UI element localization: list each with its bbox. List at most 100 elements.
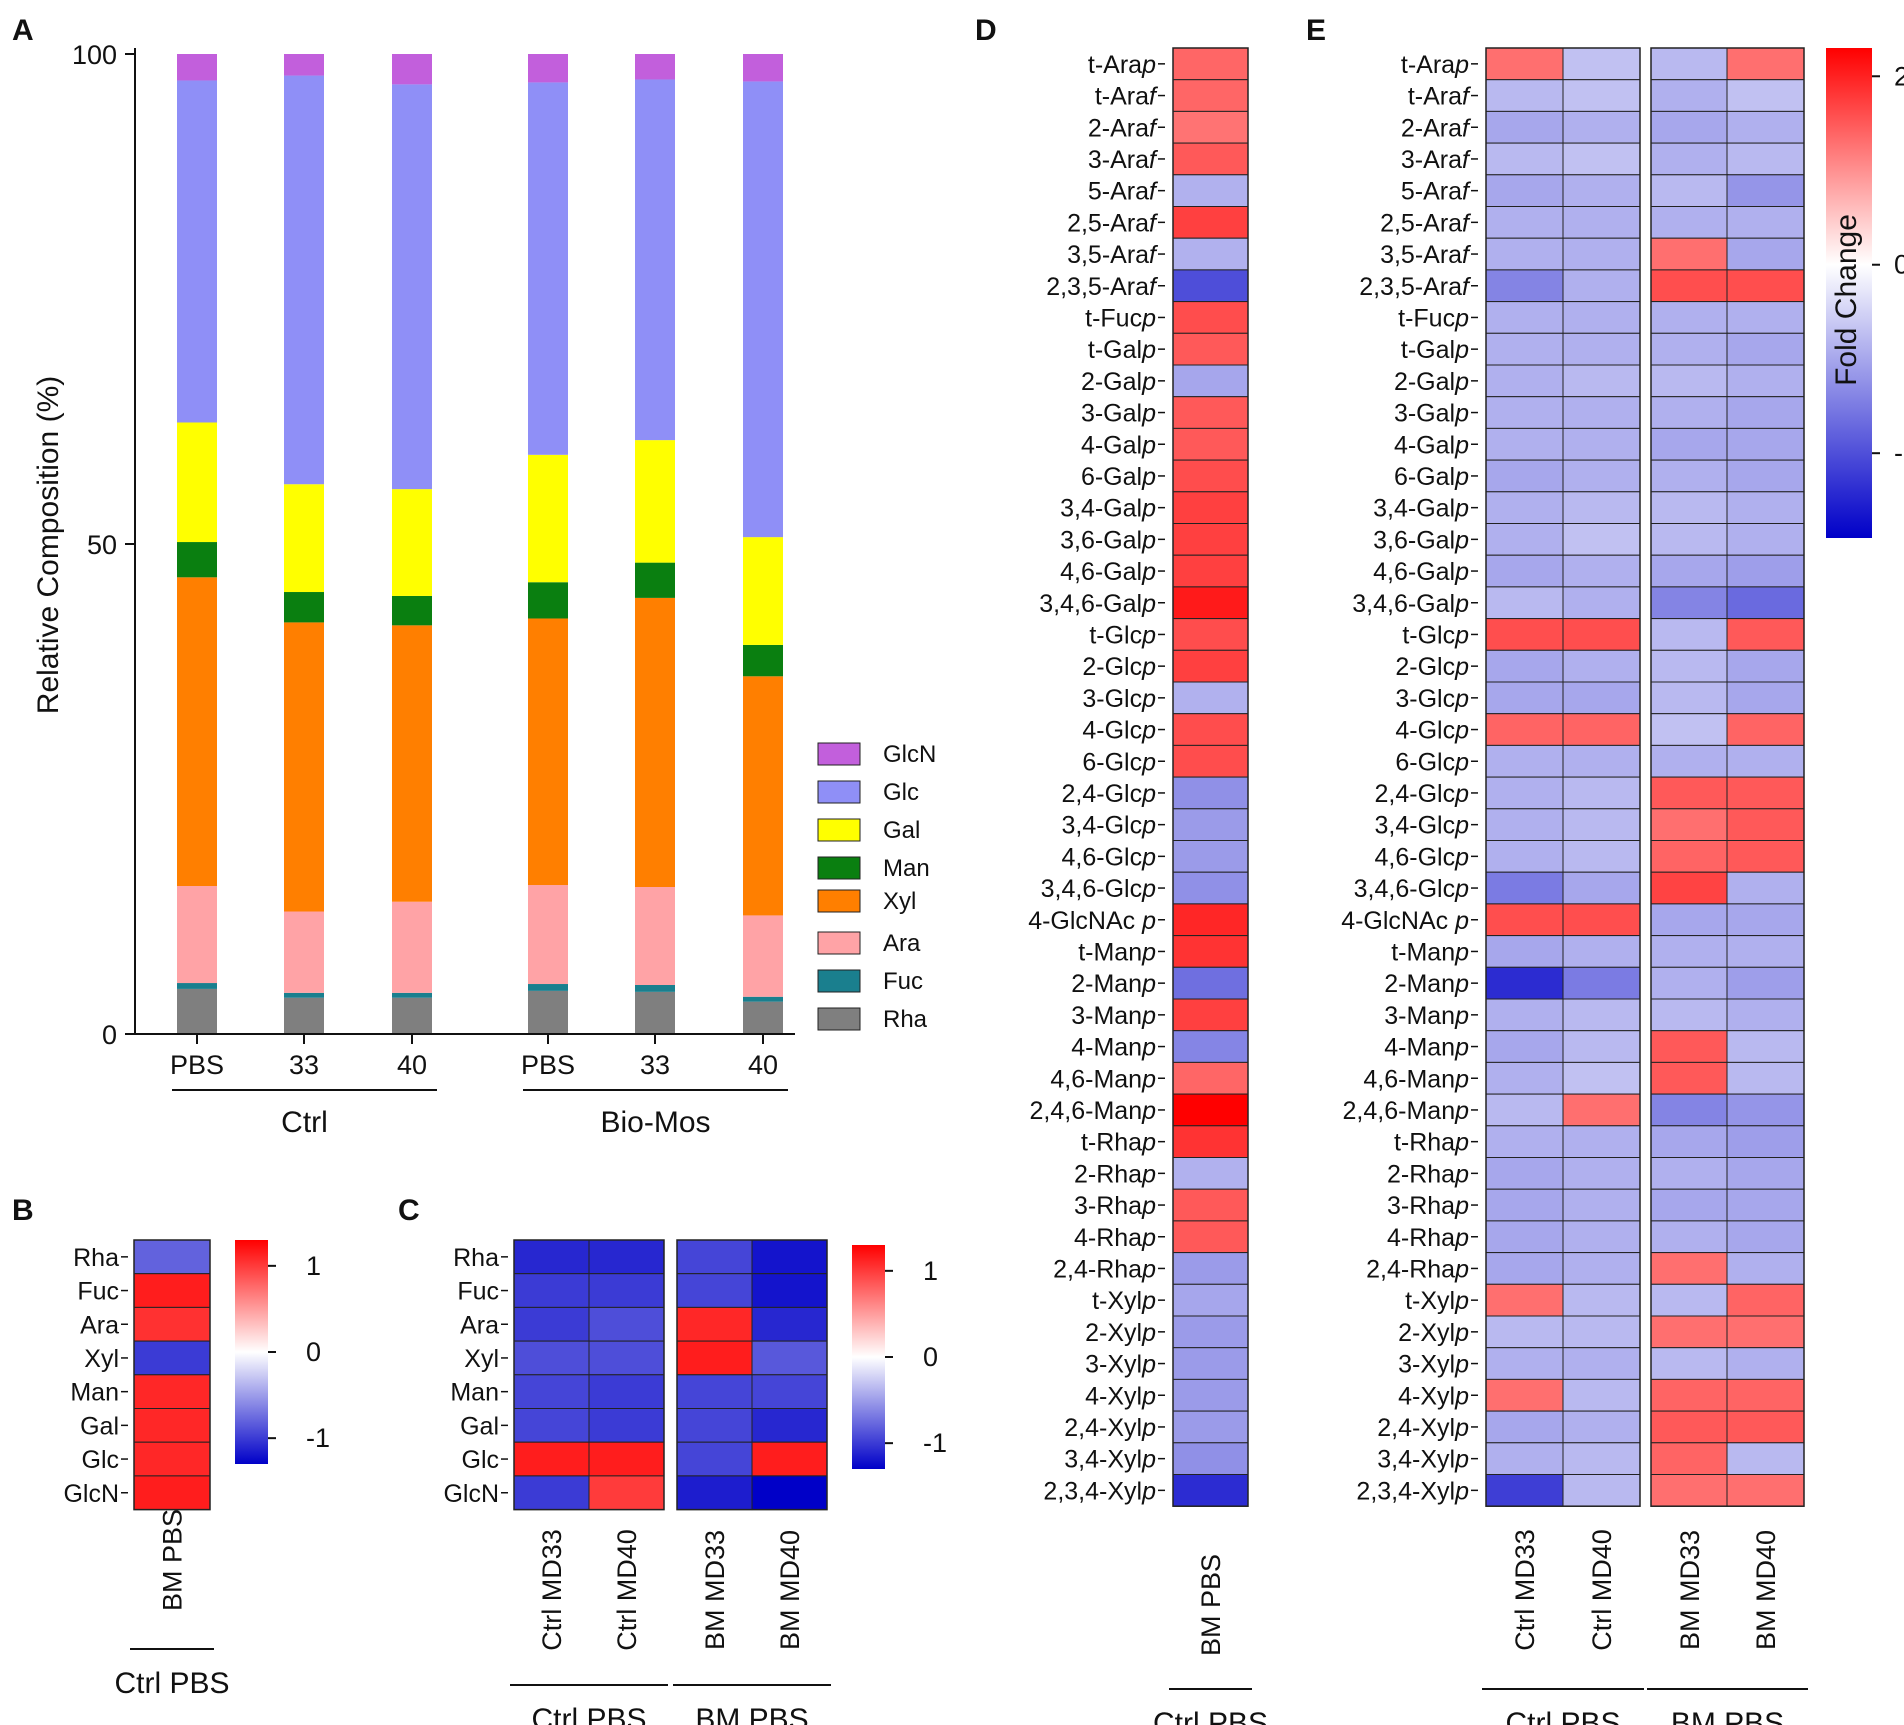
heatmap-e-row-label: 2,3,5-Araf: [1359, 273, 1472, 301]
bar-segment-glc: [743, 81, 783, 538]
heatmap-e-row-label: 6-Glcp: [1395, 748, 1469, 776]
heatmap-c-cell: [513, 1441, 590, 1477]
row-label-base: 5-Ara: [1401, 178, 1462, 206]
row-label-base: 3,6-Gal: [1060, 526, 1142, 554]
row-label-base: 3-Glc: [1395, 685, 1455, 713]
row-label-base: 2-Gal: [1394, 368, 1455, 396]
heatmap-d-cell: [1172, 554, 1249, 588]
row-label-ring: p: [1141, 463, 1156, 491]
row-label-base: 6-Glc: [1395, 748, 1455, 776]
row-label-base: 3,4,6-Glc: [1354, 875, 1455, 903]
row-label-ring: p: [1454, 1414, 1469, 1442]
heatmap-e-cell: [1485, 491, 1564, 524]
heatmap-e-cell: [1726, 1030, 1805, 1063]
row-label-base: 6-Gal: [1394, 463, 1455, 491]
heatmap-e-row-label: 3,4-Galp: [1373, 495, 1469, 523]
heatmap-d-cell: [1172, 491, 1249, 524]
heatmap-e-cell: [1726, 79, 1805, 112]
heatmap-d-cell: [1172, 618, 1249, 651]
heatmap-c-cell: [588, 1273, 665, 1308]
heatmap-e-row-label: 4-Xylp: [1398, 1382, 1469, 1410]
heatmap-e-cell: [1650, 998, 1729, 1032]
heatmap-e-cell: [1726, 1442, 1805, 1476]
row-label-ring: p: [1454, 1224, 1469, 1252]
heatmap-c-cell: [513, 1273, 590, 1308]
bar-segment-glc: [284, 75, 324, 485]
heatmap-e-row-label: t-Rhap: [1394, 1129, 1469, 1157]
heatmap-d-cell: [1172, 110, 1249, 144]
row-label-ring: p: [1454, 1129, 1469, 1157]
heatmap-e-cell: [1726, 871, 1805, 905]
bar-segment-man: [284, 592, 324, 623]
heatmap-d-row-label: 3,4-Xylp: [1064, 1446, 1156, 1474]
heatmap-d-cell: [1172, 1220, 1249, 1254]
row-label-ring: p: [1141, 431, 1156, 459]
heatmap-e-cell: [1726, 459, 1805, 493]
heatmap-e-cell: [1485, 1093, 1564, 1127]
heatmap-d-cell: [1172, 332, 1249, 366]
bar-segment-xyl: [743, 676, 783, 916]
y-tick-label: 0: [102, 1020, 117, 1050]
row-label-base: 2-Ara: [1401, 114, 1462, 142]
heatmap-e-cell: [1562, 1410, 1641, 1444]
heatmap-d-row-label: t-Xylp: [1092, 1287, 1156, 1315]
heatmap-d-row-label: 3,4-Galp: [1060, 495, 1156, 523]
y-tick-label: 50: [87, 530, 117, 560]
heatmap-e-cell: [1485, 47, 1564, 81]
heatmap-e-cell: [1650, 618, 1729, 651]
heatmap-e-cell: [1650, 206, 1729, 239]
heatmap-e-cell: [1485, 364, 1564, 398]
heatmap-d-cell: [1172, 935, 1249, 968]
row-label-ring: p: [1141, 717, 1156, 745]
row-label-base: 4,6-Glc: [1062, 843, 1143, 871]
heatmap-c-cell: [588, 1340, 665, 1376]
heatmap-e-cell: [1650, 174, 1729, 208]
heatmap-b-row-label: Rha: [73, 1244, 119, 1272]
heatmap-e-cell: [1485, 1157, 1564, 1190]
heatmap-e-cell: [1562, 681, 1641, 715]
heatmap-b-row-label: Glc: [82, 1446, 120, 1474]
heatmap-b-row-label: Gal: [80, 1412, 119, 1440]
heatmap-d-cell: [1172, 206, 1249, 239]
heatmap-e-cell: [1726, 301, 1805, 334]
group-label: Bio-Mos: [600, 1106, 710, 1139]
row-label-base: t-Glc: [1089, 621, 1142, 649]
heatmap-e-cell: [1726, 776, 1805, 810]
heatmap-e-cell: [1485, 459, 1564, 493]
heatmap-d-row-label: 3-Araf: [1088, 146, 1159, 174]
heatmap-d-row-label: 6-Glcp: [1082, 748, 1156, 776]
heatmap-e-cell: [1650, 1442, 1729, 1476]
row-label-base: t-Rha: [1081, 1129, 1142, 1157]
heatmap-b-colorbar-tick-label: 1: [306, 1251, 321, 1281]
x-tick-label: 33: [640, 1050, 670, 1080]
bar-segment-xyl: [392, 625, 432, 902]
row-label-base: 2,4-Glc: [1062, 780, 1143, 808]
row-label-base: 3,4-Gal: [1060, 495, 1142, 523]
heatmap-e-cell: [1726, 1252, 1805, 1285]
heatmap-c-cell: [588, 1306, 665, 1342]
heatmap-c-column-label: Ctrl MD40: [612, 1529, 642, 1651]
bar-segment-man: [177, 542, 217, 578]
row-label-base: t-Ara: [1095, 83, 1149, 111]
row-label-base: 2,5-Ara: [1067, 209, 1149, 237]
bar-segment-glc: [392, 84, 432, 490]
heatmap-c-cell: [751, 1273, 828, 1308]
row-label-base: t-Ara: [1401, 51, 1455, 79]
row-label-base: 2-Xyl: [1398, 1319, 1455, 1347]
heatmap-d-cell: [1172, 1252, 1249, 1285]
heatmap-c-cell: [513, 1306, 590, 1342]
row-label-base: t-Glc: [1402, 621, 1455, 649]
row-label-ring: p: [1454, 590, 1469, 618]
row-label-base: t-Gal: [1088, 336, 1142, 364]
heatmap-e-row-label: 2-Xylp: [1398, 1319, 1469, 1347]
heatmap-c-cell: [751, 1475, 828, 1511]
heatmap-e-cell: [1562, 618, 1641, 651]
bar-segment-ara: [392, 901, 432, 993]
heatmap-e-cell: [1562, 174, 1641, 208]
heatmap-e-cell: [1726, 713, 1805, 746]
row-label-base: 3,4,6-Gal: [1039, 590, 1142, 618]
row-label-ring: p: [1141, 843, 1156, 871]
heatmap-e-block-border: [1485, 47, 1641, 1507]
heatmap-e-cell: [1485, 1442, 1564, 1476]
heatmap-d-row-label: 4-Rhap: [1074, 1224, 1156, 1252]
